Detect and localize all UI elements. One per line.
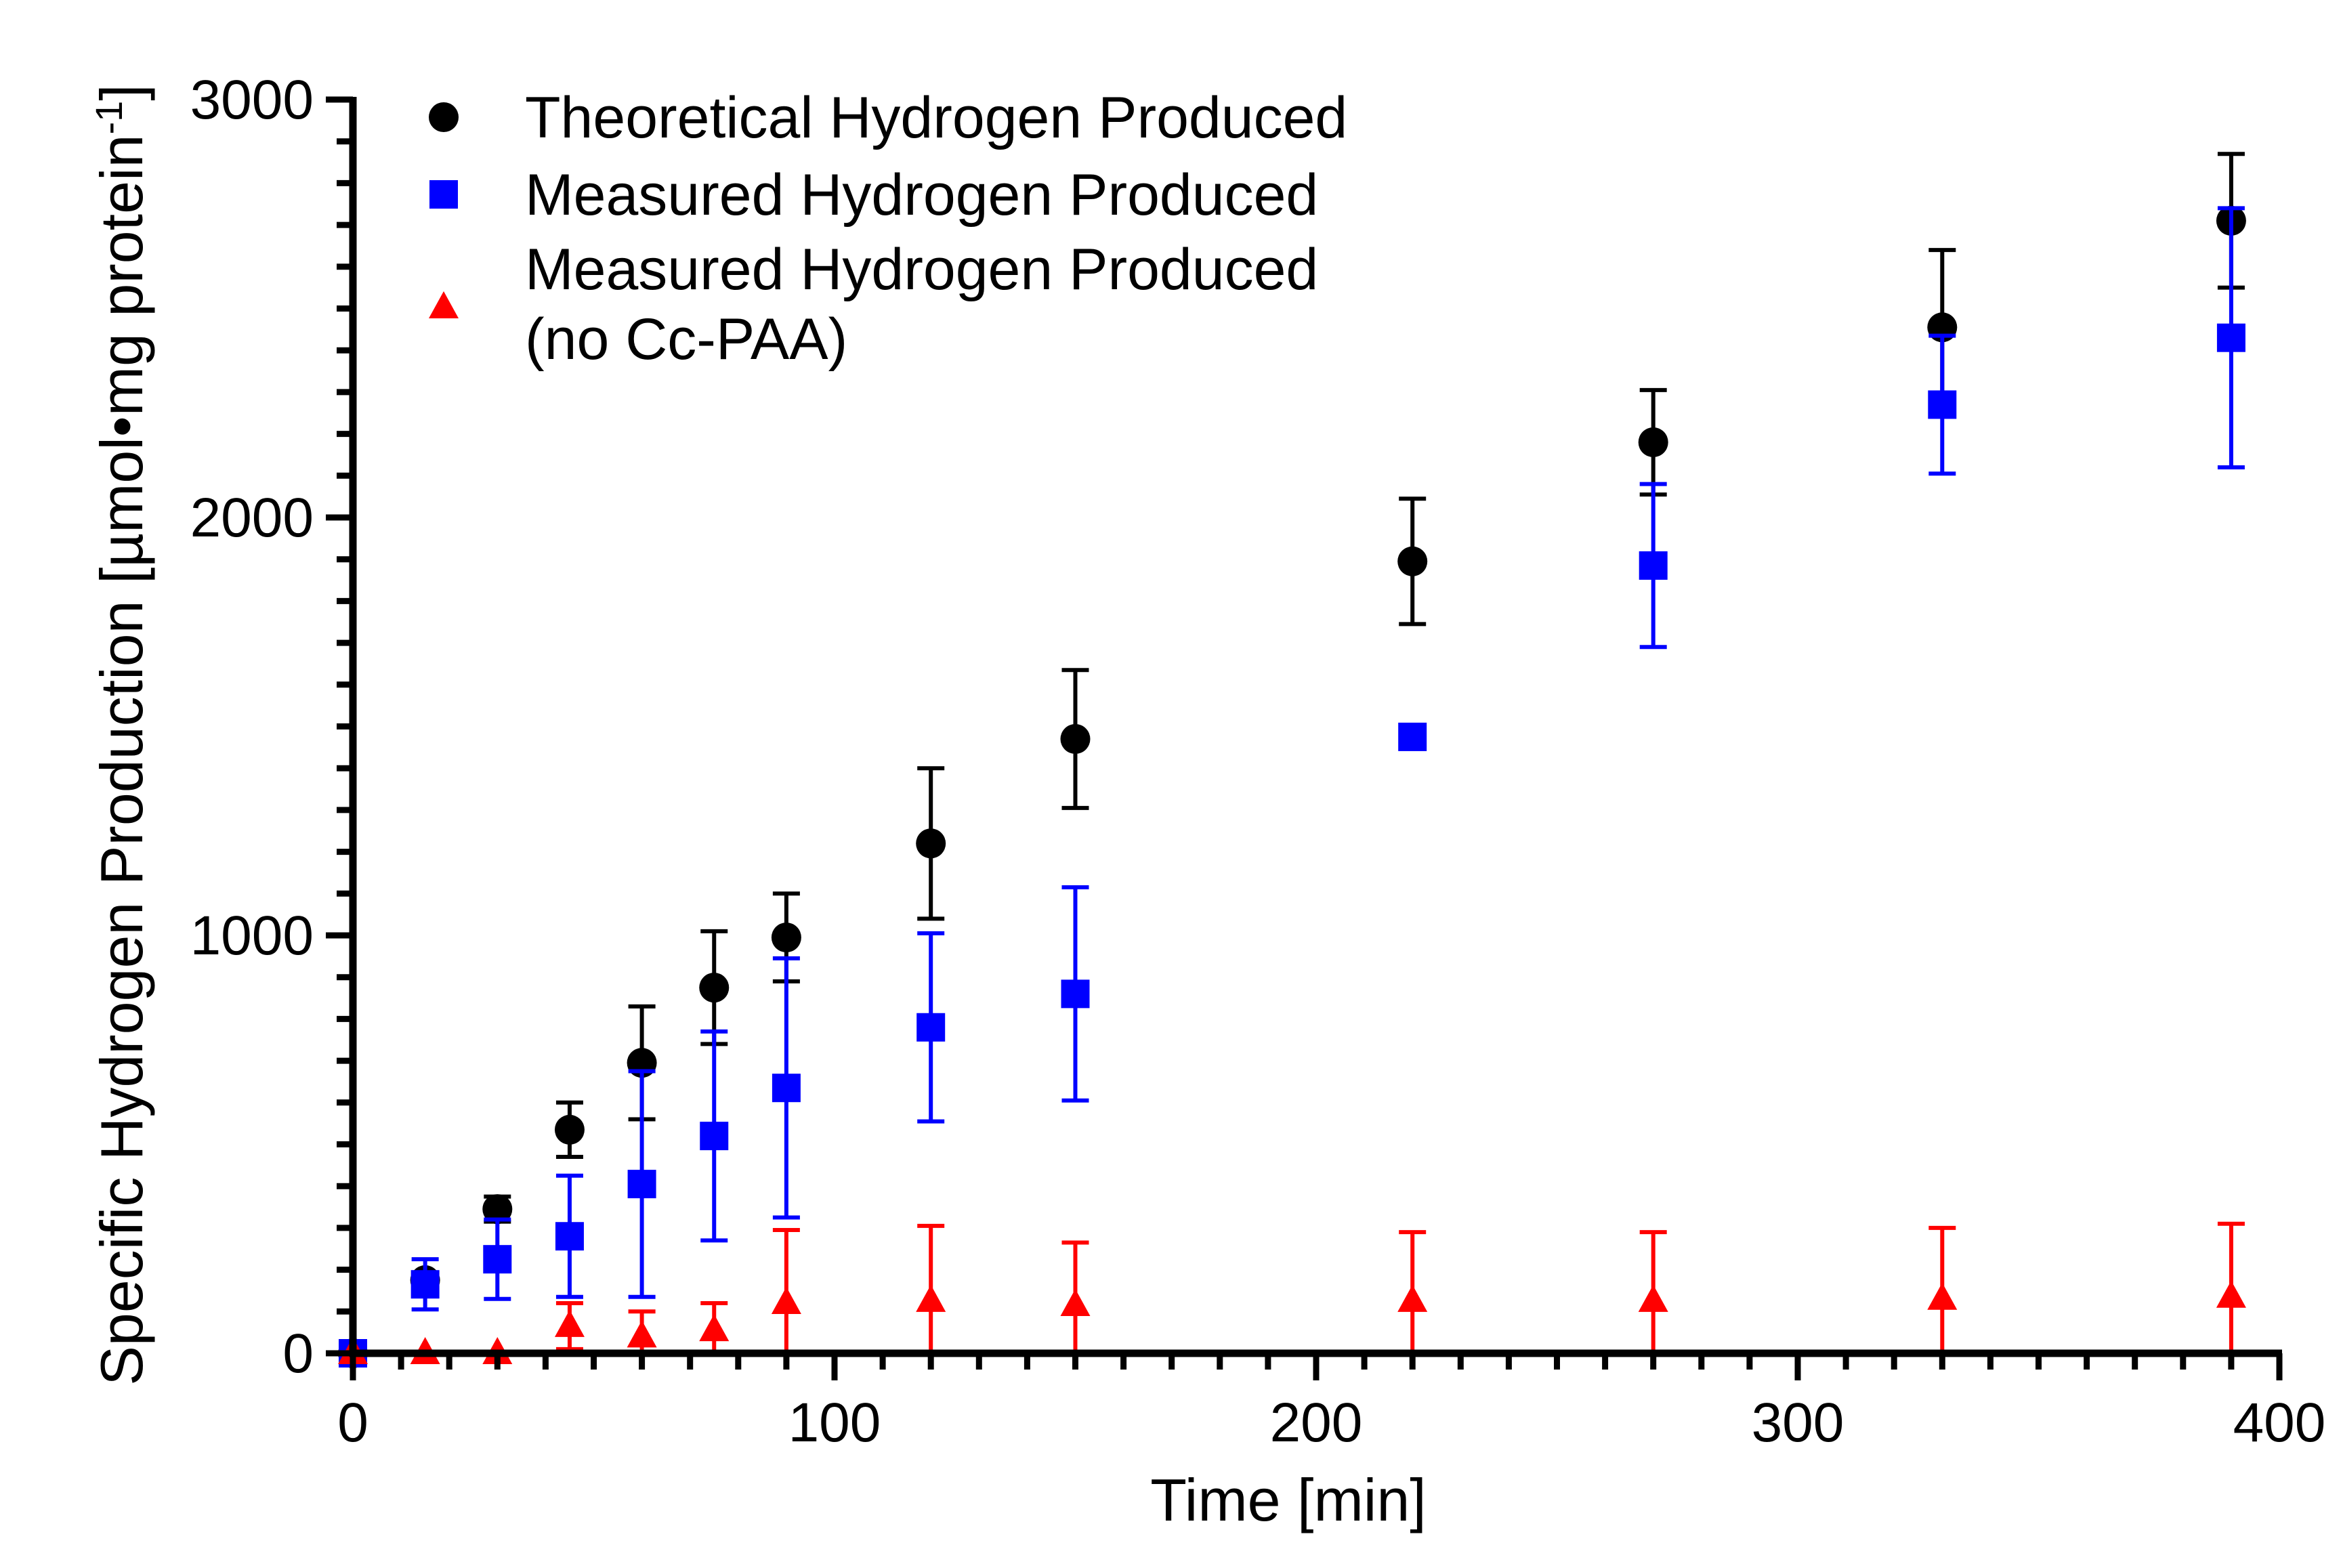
plot-area [338, 152, 2246, 1368]
data-point-no-cc-paa [771, 1286, 801, 1314]
data-point-measured [700, 1122, 729, 1151]
data-point-measured [1639, 551, 1668, 580]
data-point-no-cc-paa [1397, 1284, 1428, 1312]
data-point-no-cc-paa [1060, 1289, 1091, 1317]
legend-label-no-cc-paa-line2: (no Cc-PAA) [525, 307, 847, 372]
data-point-measured [410, 1270, 440, 1299]
data-point-no-cc-paa [1927, 1282, 1958, 1310]
y-axis-title: Specific Hydrogen Production [µmol•mg pr… [87, 84, 155, 1386]
data-point-theoretical [1060, 724, 1091, 755]
axes: 0 100 200 300 400 0 1000 2000 3000 [190, 69, 2326, 1454]
data-point-measured [627, 1170, 656, 1199]
data-point-no-cc-paa [916, 1284, 946, 1312]
data-point-no-cc-paa [627, 1320, 657, 1348]
series-2 [338, 1221, 2246, 1364]
legend-label-measured: Measured Hydrogen Produced [525, 163, 1318, 228]
legend-label-theoretical: Theoretical Hydrogen Produced [525, 85, 1347, 150]
data-point-no-cc-paa [2216, 1280, 2246, 1308]
y-tick-label: 0 [282, 1323, 314, 1384]
data-point-theoretical [482, 1194, 513, 1225]
legend-marker-no-cc-paa [429, 291, 459, 318]
y-axis-title-close: ] [88, 84, 155, 100]
data-point-measured [483, 1245, 512, 1274]
data-point-theoretical [554, 1114, 585, 1145]
x-tick-label: 0 [337, 1392, 368, 1454]
data-point-measured [1061, 979, 1090, 1009]
x-tick-label: 300 [1752, 1392, 1844, 1454]
x-tick-label: 100 [788, 1392, 881, 1454]
data-point-no-cc-paa [699, 1314, 730, 1342]
data-point-theoretical [699, 973, 730, 1003]
legend-label-no-cc-paa-line1: Measured Hydrogen Produced [525, 237, 1318, 302]
y-tick-label: 1000 [190, 905, 314, 967]
data-point-measured [2216, 323, 2245, 352]
data-point-theoretical [1638, 427, 1668, 457]
data-point-no-cc-paa [554, 1309, 585, 1337]
x-tick-label: 400 [2233, 1392, 2326, 1454]
data-point-theoretical [1397, 546, 1428, 576]
legend-marker-measured [429, 180, 458, 209]
y-axis-title-main: Specific Hydrogen Production [µmol•mg pr… [88, 134, 155, 1385]
data-point-measured [1928, 390, 1957, 419]
y-axis-title-superscript: -1 [87, 101, 130, 135]
legend: Theoretical Hydrogen Produced Measured H… [429, 85, 1347, 372]
data-point-measured [1398, 722, 1427, 751]
y-tick-label: 3000 [190, 69, 314, 131]
data-point-measured [916, 1013, 946, 1042]
y-tick-label: 2000 [190, 487, 314, 549]
data-point-measured [772, 1074, 801, 1103]
series-1 [339, 206, 2245, 1368]
data-point-no-cc-paa [1638, 1284, 1668, 1312]
x-axis-title: Time [min] [1150, 1466, 1426, 1533]
data-point-theoretical [916, 828, 946, 859]
x-tick-label: 200 [1270, 1392, 1363, 1454]
legend-marker-theoretical [429, 102, 459, 132]
data-point-measured [555, 1222, 584, 1251]
data-point-theoretical [771, 923, 801, 953]
